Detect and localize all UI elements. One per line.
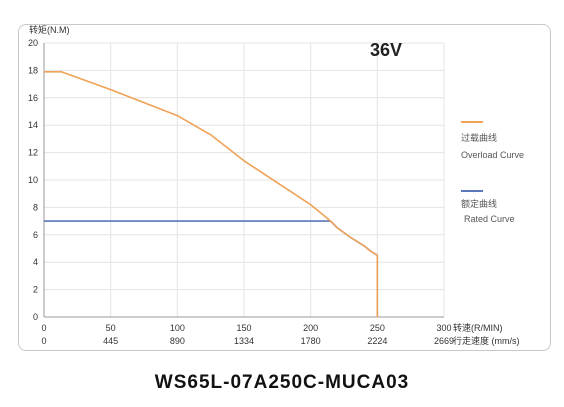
y-tick-label: 14 — [28, 120, 38, 130]
x2-axis-title: 行走速度 (mm/s) — [453, 335, 520, 346]
y-tick-label: 18 — [28, 65, 38, 75]
x-tick-label: 150 — [236, 323, 251, 333]
x2-tick-label: 2224 — [367, 336, 387, 346]
x2-tick-label: 0 — [41, 336, 46, 346]
x2-tick-label: 890 — [170, 336, 185, 346]
legend-label-rated: 额定曲线 — [461, 198, 497, 209]
y-tick-label: 12 — [28, 148, 38, 158]
model-title: WS65L-07A250C-MUCA03 — [154, 372, 410, 393]
y-tick-label: 16 — [28, 93, 38, 103]
tick-labels: 0246810121416182000504451008901501334200… — [28, 38, 454, 346]
x2-tick-label: 2669 — [434, 336, 454, 346]
grid-layer — [44, 42, 445, 317]
y-tick-label: 2 — [33, 285, 38, 295]
y-tick-label: 8 — [33, 202, 38, 212]
x2-tick-label: 1334 — [234, 336, 254, 346]
x-tick-label: 0 — [41, 323, 46, 333]
x-axis-title: 转速(R/MIN) — [453, 322, 503, 333]
x-tick-label: 50 — [106, 323, 116, 333]
y-axis-title: 转矩(N.M) — [29, 24, 70, 35]
y-tick-label: 20 — [28, 38, 38, 48]
x-tick-label: 300 — [436, 323, 451, 333]
y-tick-label: 4 — [33, 257, 38, 267]
overload-curve-line — [44, 71, 379, 317]
y-tick-label: 0 — [33, 312, 38, 322]
legend-label-overload-en: Overload Curve — [461, 150, 524, 160]
x2-tick-label: 1780 — [301, 336, 321, 346]
series-layer — [44, 71, 379, 317]
rated-curve-line — [44, 220, 379, 317]
voltage-label: 36V — [370, 40, 402, 60]
x-tick-label: 100 — [170, 323, 185, 333]
legend-label-rated-en: Rated Curve — [464, 214, 515, 224]
y-tick-label: 6 — [33, 230, 38, 240]
y-tick-label: 10 — [28, 175, 38, 185]
x-tick-label: 250 — [370, 323, 385, 333]
legend: 过载曲线 Overload Curve 额定曲线 Rated Curve — [461, 121, 524, 224]
legend-label-overload: 过载曲线 — [461, 132, 497, 143]
x-tick-label: 200 — [303, 323, 318, 333]
x2-tick-label: 445 — [103, 336, 118, 346]
